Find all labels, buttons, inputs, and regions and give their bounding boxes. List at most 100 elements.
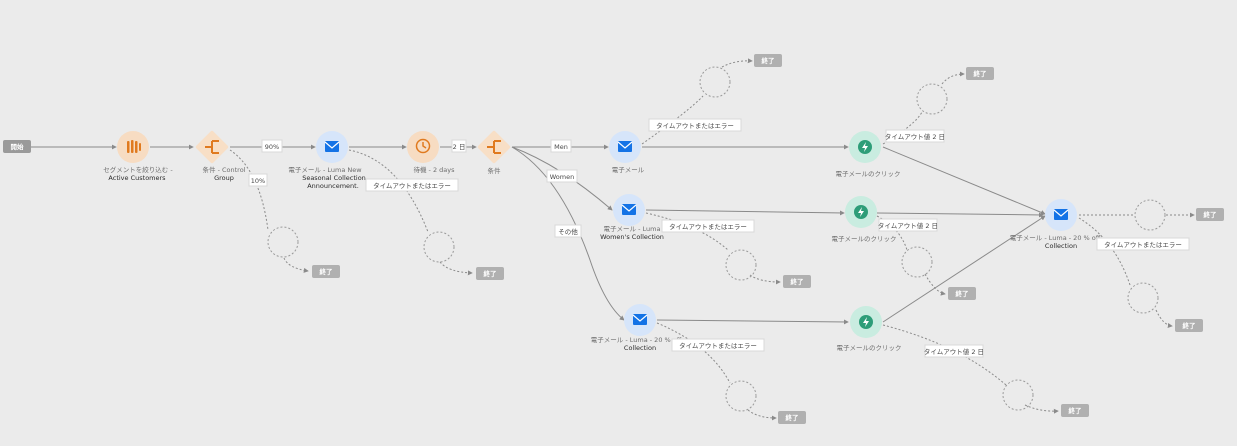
timeout-value-chip[interactable]: タイムアウト値 2 日 [924,344,984,358]
reaction-node[interactable]: 電子メールのクリック [832,196,897,243]
timeout-chip-text: タイムアウトまたはエラー [1104,240,1182,249]
end-label: 終了 [484,269,497,278]
email-final-label-line1: 電子メール - Luma - 20 % off [1010,234,1101,242]
connections [31,144,1046,325]
empty-step-circle[interactable] [901,246,933,278]
empty-step-circle[interactable] [1002,379,1034,411]
segment-label-line2: Active Customers [108,174,166,182]
timeout-value-chip[interactable]: タイムアウト値 2 日 [885,129,945,143]
email1-label-line3: Announcement. [307,182,359,190]
timeout-chip-text: タイムアウトまたはエラー [373,181,451,190]
timeout-chip-text: タイムアウトまたはエラー [679,341,757,350]
email-final-label-line2: Collection [1045,242,1077,250]
email1-label-line2: Seasonal Collection [302,174,366,182]
start-node[interactable]: 開始 [3,140,31,153]
segment-icon [127,140,141,153]
wait-chip[interactable]: 2 日 [451,139,467,153]
path-chip-90[interactable]: 90% [261,139,283,153]
reaction-node[interactable]: 電子メールのクリック [836,131,901,178]
end-node[interactable]: 終了 [1175,319,1203,332]
envelope-icon [632,314,648,325]
end-label: 終了 [762,56,775,65]
path-chip-text: 10% [251,177,265,185]
condition-icon [487,140,501,154]
email-women-label-line2: Women's Collection [600,233,664,241]
timeout-value-text: タイムアウト値 2 日 [878,221,938,230]
envelope-icon [324,141,340,152]
end-node[interactable]: 終了 [1196,208,1224,221]
start-label: 開始 [11,142,25,151]
email-node[interactable]: 電子メール - Luma - 20 % off Collection [591,304,682,352]
timeout-value-chip[interactable]: タイムアウト値 2 日 [878,218,938,232]
condition-node[interactable]: 条件 [477,130,511,175]
envelope-icon [621,204,637,215]
wait-node[interactable]: 待機 - 2 days [407,131,455,174]
wait-label: 待機 - 2 days [413,165,455,174]
empty-step-circle[interactable] [1127,282,1159,314]
condition-node[interactable]: 条件 - Control Group [195,130,246,182]
timeout-chip-text: タイムアウトまたはエラー [656,121,734,130]
envelope-icon [1053,209,1069,220]
end-node[interactable]: 終了 [1061,404,1089,417]
end-label: 終了 [1183,321,1196,330]
empty-step-circle[interactable] [725,249,757,281]
email1-label-line1: 電子メール - Luma New [288,166,362,174]
end-node[interactable]: 終了 [754,54,782,67]
timeout-chip[interactable]: タイムアウトまたはエラー [648,118,742,132]
reaction-node[interactable]: 電子メールのクリック [837,306,902,352]
email-node[interactable]: 電子メール - Luma New Seasonal Collection Ann… [288,131,366,190]
empty-step-circle[interactable] [267,226,299,258]
end-node[interactable]: 終了 [476,267,504,280]
branch-chip-text: Women [550,173,574,181]
condition2-label: 条件 [488,166,502,175]
end-label: 終了 [1069,406,1082,415]
end-node[interactable]: 終了 [778,411,806,424]
end-node[interactable]: 終了 [783,275,811,288]
empty-step-circle[interactable] [423,231,455,263]
branch-chip-text: その他 [558,227,578,236]
clock-icon [415,138,431,154]
path-chip-10[interactable]: 10% [248,173,268,187]
click1-label: 電子メールのクリック [836,170,901,178]
end-node[interactable]: 終了 [312,265,340,278]
empty-step-circle[interactable] [725,380,757,412]
timeout-value-text: タイムアウト値 2 日 [924,347,984,356]
timeout-chip[interactable]: タイムアウトまたはエラー [661,219,755,233]
end-label: 終了 [1204,210,1217,219]
end-node[interactable]: 終了 [966,67,994,80]
email-women-label-line1: 電子メール - Luma [604,225,661,233]
branch-chip-other[interactable]: その他 [554,224,582,238]
email-other-label-line2: Collection [624,344,656,352]
end-label: 終了 [320,267,333,276]
envelope-icon [617,141,633,152]
click-reaction-icon [854,205,868,219]
condition-icon [205,140,219,154]
condition-label-line2: Group [214,174,234,182]
condition-label-line1: 条件 - Control [203,165,246,174]
segment-label-line1: セグメントを絞り込む - [103,165,173,174]
path-chip-text: 90% [265,143,279,151]
empty-step-circle[interactable] [916,83,948,115]
email-other-label-line1: 電子メール - Luma - 20 % off [591,336,682,344]
timeout-chip[interactable]: タイムアウトまたはエラー [671,338,765,352]
email-node[interactable]: 電子メール - Luma - 20 % off Collection [1010,199,1101,250]
end-label: 終了 [956,289,969,298]
email-node[interactable]: 電子メール - Luma Women's Collection [600,194,664,241]
wait-chip-text: 2 日 [453,143,466,151]
click3-label: 電子メールのクリック [837,344,902,352]
end-node[interactable]: 終了 [948,287,976,300]
timeout-chip[interactable]: タイムアウトまたはエラー [365,178,459,192]
end-label: 終了 [786,413,799,422]
empty-step-circle[interactable] [1134,199,1166,231]
email-node[interactable]: 電子メール [609,131,645,174]
empty-step-circle[interactable] [699,66,731,98]
branch-chip-women[interactable]: Women [546,169,578,183]
branch-chip-men[interactable]: Men [550,139,572,153]
timeout-chip[interactable]: タイムアウトまたはエラー [1096,237,1190,251]
click2-label: 電子メールのクリック [832,235,897,243]
click-reaction-icon [859,315,873,329]
segment-node[interactable]: セグメントを絞り込む - Active Customers [103,131,173,182]
timeout-value-text: タイムアウト値 2 日 [885,132,945,141]
branch-chip-text: Men [554,143,568,151]
